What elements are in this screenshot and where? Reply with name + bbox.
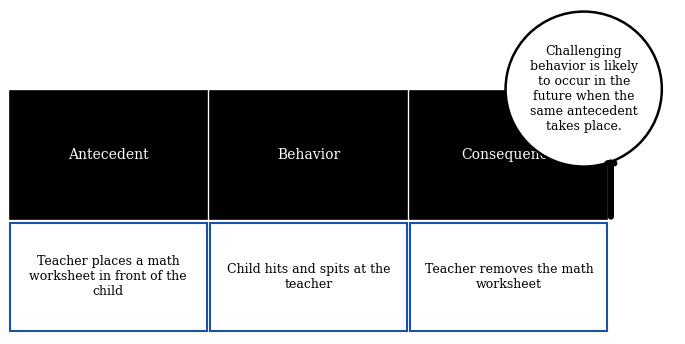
- Text: Consequence: Consequence: [462, 148, 556, 162]
- Text: Behavior: Behavior: [277, 148, 340, 162]
- Text: Teacher places a math
worksheet in front of the
child: Teacher places a math worksheet in front…: [29, 255, 187, 298]
- Text: Antecedent: Antecedent: [68, 148, 149, 162]
- Bar: [10, 223, 207, 331]
- Ellipse shape: [506, 12, 662, 166]
- Bar: [410, 223, 608, 331]
- Bar: [210, 223, 407, 331]
- Text: Child hits and spits at the
teacher: Child hits and spits at the teacher: [227, 263, 390, 291]
- Bar: [210, 91, 407, 219]
- Bar: [10, 91, 207, 219]
- Bar: [410, 91, 608, 219]
- Text: Teacher removes the math
worksheet: Teacher removes the math worksheet: [425, 263, 593, 291]
- Text: Challenging
behavior is likely
to occur in the
future when the
same antecedent
t: Challenging behavior is likely to occur …: [530, 45, 638, 133]
